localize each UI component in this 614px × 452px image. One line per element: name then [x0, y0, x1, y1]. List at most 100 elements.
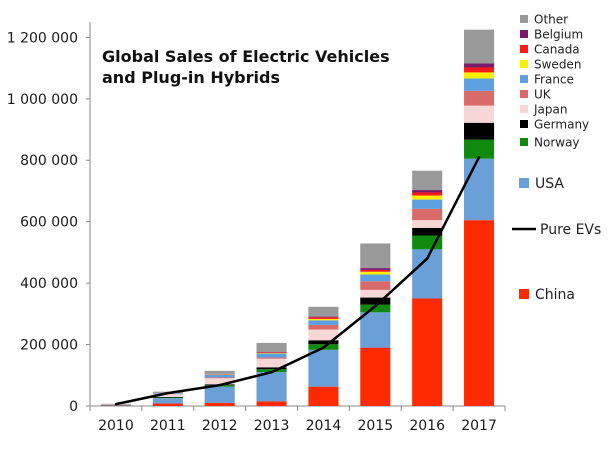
bar-segment	[256, 372, 287, 402]
bar-segment	[360, 297, 391, 305]
legend-label: Japan	[533, 103, 567, 117]
legend-swatch	[520, 105, 528, 113]
pure-ev-point	[425, 257, 429, 260]
legend-swatch	[520, 90, 528, 98]
bar-segment	[412, 298, 443, 406]
bar-segment	[464, 29, 495, 64]
legend-label: Belgium	[534, 28, 583, 42]
bar-segment	[412, 220, 443, 228]
bar-segment	[464, 63, 495, 68]
pure-ev-point	[166, 391, 170, 395]
bar-segment	[204, 377, 235, 379]
legend-swatch	[520, 45, 528, 53]
y-tick-label: 400 000	[20, 276, 78, 292]
legend-label: Canada	[534, 43, 580, 57]
x-tick-label: 2011	[150, 418, 186, 434]
bar-segment	[204, 374, 235, 378]
chart-title-line-1: Global Sales of Electric Vehicles	[102, 47, 390, 66]
bar-segment	[308, 324, 339, 330]
pure-ev-point	[218, 383, 221, 387]
legend-swatch	[519, 289, 529, 299]
legend-label: Sweden	[534, 58, 581, 72]
bar-segment	[360, 289, 391, 298]
bar-segment	[360, 312, 391, 348]
bar-segment	[308, 349, 339, 387]
legend-label: China	[535, 287, 575, 303]
x-tick-label: 2010	[98, 418, 134, 434]
x-tick-label: 2016	[409, 418, 445, 434]
legend-swatch	[520, 15, 528, 23]
chart-title-line-2: and Plug-in Hybrids	[102, 68, 280, 87]
bar-segment	[360, 304, 391, 313]
bar-segment	[308, 316, 339, 318]
pure-ev-line	[114, 155, 481, 406]
bar-segment	[204, 378, 235, 385]
bar-segment	[412, 170, 443, 191]
bar-segment	[464, 158, 495, 221]
bar-segment	[152, 398, 183, 404]
bar-segment	[464, 220, 495, 406]
bar-segment	[256, 369, 287, 373]
bar-segment	[256, 352, 287, 354]
bar-segment	[464, 105, 495, 123]
bar-segment	[152, 394, 183, 397]
bar-segment	[308, 340, 339, 345]
bar-segment	[308, 318, 339, 321]
legend-label: Other	[534, 13, 568, 27]
bar-segment	[256, 367, 287, 370]
bar-segment	[152, 396, 183, 398]
bar-segment	[204, 402, 235, 406]
bar-segment	[464, 122, 495, 140]
pure-ev-point	[322, 346, 325, 349]
legend-label: Pure EVs	[540, 222, 601, 238]
bar-segment	[308, 306, 339, 317]
bar-segment	[256, 358, 287, 368]
legend-label: France	[534, 73, 574, 87]
legend-label: USA	[535, 176, 564, 192]
bar-segment	[360, 274, 391, 282]
legend-swatch	[520, 120, 528, 128]
x-tick-label: 2013	[254, 418, 290, 434]
bar-segment	[464, 78, 495, 91]
legend-swatch	[520, 75, 528, 83]
x-tick-label: 2014	[306, 418, 342, 434]
bar-segment	[152, 397, 183, 399]
bar-segment	[256, 357, 287, 359]
bar-segment	[308, 320, 339, 325]
chart-title: Global Sales of Electric Vehicles and Pl…	[102, 47, 390, 87]
x-axis: 2010 2011 2012 2013 2014 2015 2016 2017	[89, 405, 506, 434]
bar-segment	[412, 208, 443, 221]
bar-segment	[360, 271, 391, 275]
y-tick-label: 200 000	[20, 338, 78, 354]
legend-swatch	[520, 30, 528, 38]
y-tick-label: 0	[69, 399, 78, 415]
legend-label: UK	[534, 88, 552, 102]
bar-segment	[256, 401, 287, 406]
pure-ev-line-path	[115, 156, 481, 406]
x-tick-label: 2015	[357, 418, 393, 434]
pure-ev-point	[270, 371, 273, 374]
y-axis: 0 200 000 400 000 600 000 800 000 1 000 000 1 …	[7, 22, 91, 415]
bar-segment	[464, 72, 495, 79]
bar-segment	[412, 227, 443, 236]
bar-segment	[412, 192, 443, 196]
bar-segment	[152, 403, 183, 406]
bar-segment	[412, 190, 443, 193]
bar-segment	[360, 281, 391, 290]
bar-segment	[204, 370, 235, 374]
bar-segment	[464, 139, 495, 159]
legend-swatch	[520, 138, 528, 146]
bar-segment	[256, 342, 287, 353]
bar-segment	[256, 353, 287, 358]
bar-segment	[360, 269, 391, 272]
bar-segment	[204, 386, 235, 403]
legend-label: Germany	[534, 118, 589, 132]
y-tick-label: 1 200 000	[7, 30, 78, 46]
x-tick-label: 2017	[461, 418, 497, 434]
bar-segment	[360, 347, 391, 406]
pure-ev-point	[114, 402, 118, 406]
pure-ev-point	[374, 304, 377, 308]
y-tick-label: 1 000 000	[7, 92, 78, 108]
y-tick-label: 600 000	[20, 215, 78, 231]
